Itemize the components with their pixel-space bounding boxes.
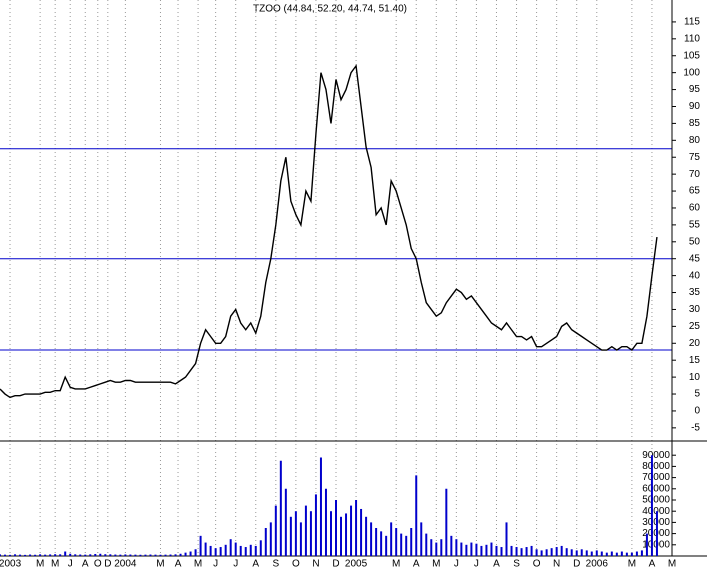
x-tick-label: A [413, 559, 420, 570]
x-tick-label: J [454, 559, 459, 570]
y-tick-label: 50 [689, 236, 701, 247]
y-tick-label: 5 [694, 389, 700, 400]
y2-tick-label: 80000 [642, 461, 670, 472]
x-tick-label: O [533, 559, 541, 570]
x-tick-label: A [649, 559, 656, 570]
x-tick-label: 2006 [586, 559, 609, 570]
y-tick-label: 10 [689, 372, 701, 383]
x-tick-label: A [252, 559, 259, 570]
x-tick-label: D [332, 559, 339, 570]
x-tick-label: D [573, 559, 580, 570]
chart-title: TZOO (44.84, 52.20, 44.74, 51.40) [253, 4, 407, 15]
y-tick-label: 70 [689, 169, 701, 180]
x-tick-label: D [104, 559, 111, 570]
x-tick-label: M [628, 559, 636, 570]
x-tick-label: N [312, 559, 319, 570]
y-tick-label: 110 [684, 33, 700, 44]
y2-tick-label: 70000 [642, 472, 670, 483]
x-tick-label: O [292, 559, 300, 570]
price-line [0, 64, 658, 399]
y-tick-label: 95 [689, 84, 701, 95]
y-tick-label: 25 [689, 321, 701, 332]
y-tick-label: 60 [689, 203, 701, 214]
y-tick-label: 90 [689, 101, 701, 112]
y-tick-label: 20 [689, 338, 701, 349]
x-tick-label: 2005 [345, 559, 368, 570]
y-tick-label: 35 [689, 287, 701, 298]
y-tick-label: 15 [689, 355, 701, 366]
x-tick-label: M [194, 559, 202, 570]
x-tick-label: M [432, 559, 440, 570]
x-tick-label: A [493, 559, 500, 570]
y-tick-label: 40 [689, 270, 701, 281]
x-tick-label: M [668, 559, 676, 570]
y-tick-label: 30 [689, 304, 701, 315]
x-tick-label: S [513, 559, 520, 570]
x-tick-label: M [156, 559, 164, 570]
x-tick-label: M [51, 559, 59, 570]
y-tick-label: 0 [694, 406, 700, 417]
y-tick-label: 80 [689, 135, 701, 146]
x-tick-label: 2003 [0, 559, 22, 570]
y-tick-label: 100 [683, 67, 700, 78]
x-tick-label: S [272, 559, 279, 570]
x-tick-label: M [36, 559, 44, 570]
y-tick-label: 85 [689, 118, 701, 129]
x-tick-label: J [474, 559, 479, 570]
y-tick-label: 75 [689, 152, 701, 163]
x-tick-label: 2004 [114, 559, 137, 570]
y-tick-label: -5 [691, 422, 700, 433]
y2-tick-label: 60000 [642, 483, 670, 494]
y-tick-label: 105 [683, 50, 700, 61]
y-tick-label: 45 [689, 253, 701, 264]
y-tick-label: 65 [689, 186, 701, 197]
y2-tick-label: 50000 [642, 495, 670, 506]
x-tick-label: J [213, 559, 218, 570]
x-tick-label: O [94, 559, 102, 570]
x-tick-label: N [553, 559, 560, 570]
x-tick-label: J [68, 559, 73, 570]
x-tick-label: J [233, 559, 238, 570]
x-tick-label: A [175, 559, 182, 570]
y-tick-label: 55 [689, 220, 701, 231]
x-tick-label: M [392, 559, 400, 570]
y2-tick-label: 90000 [642, 450, 670, 461]
y-tick-label: 115 [684, 17, 700, 28]
x-tick-label: A [82, 559, 89, 570]
